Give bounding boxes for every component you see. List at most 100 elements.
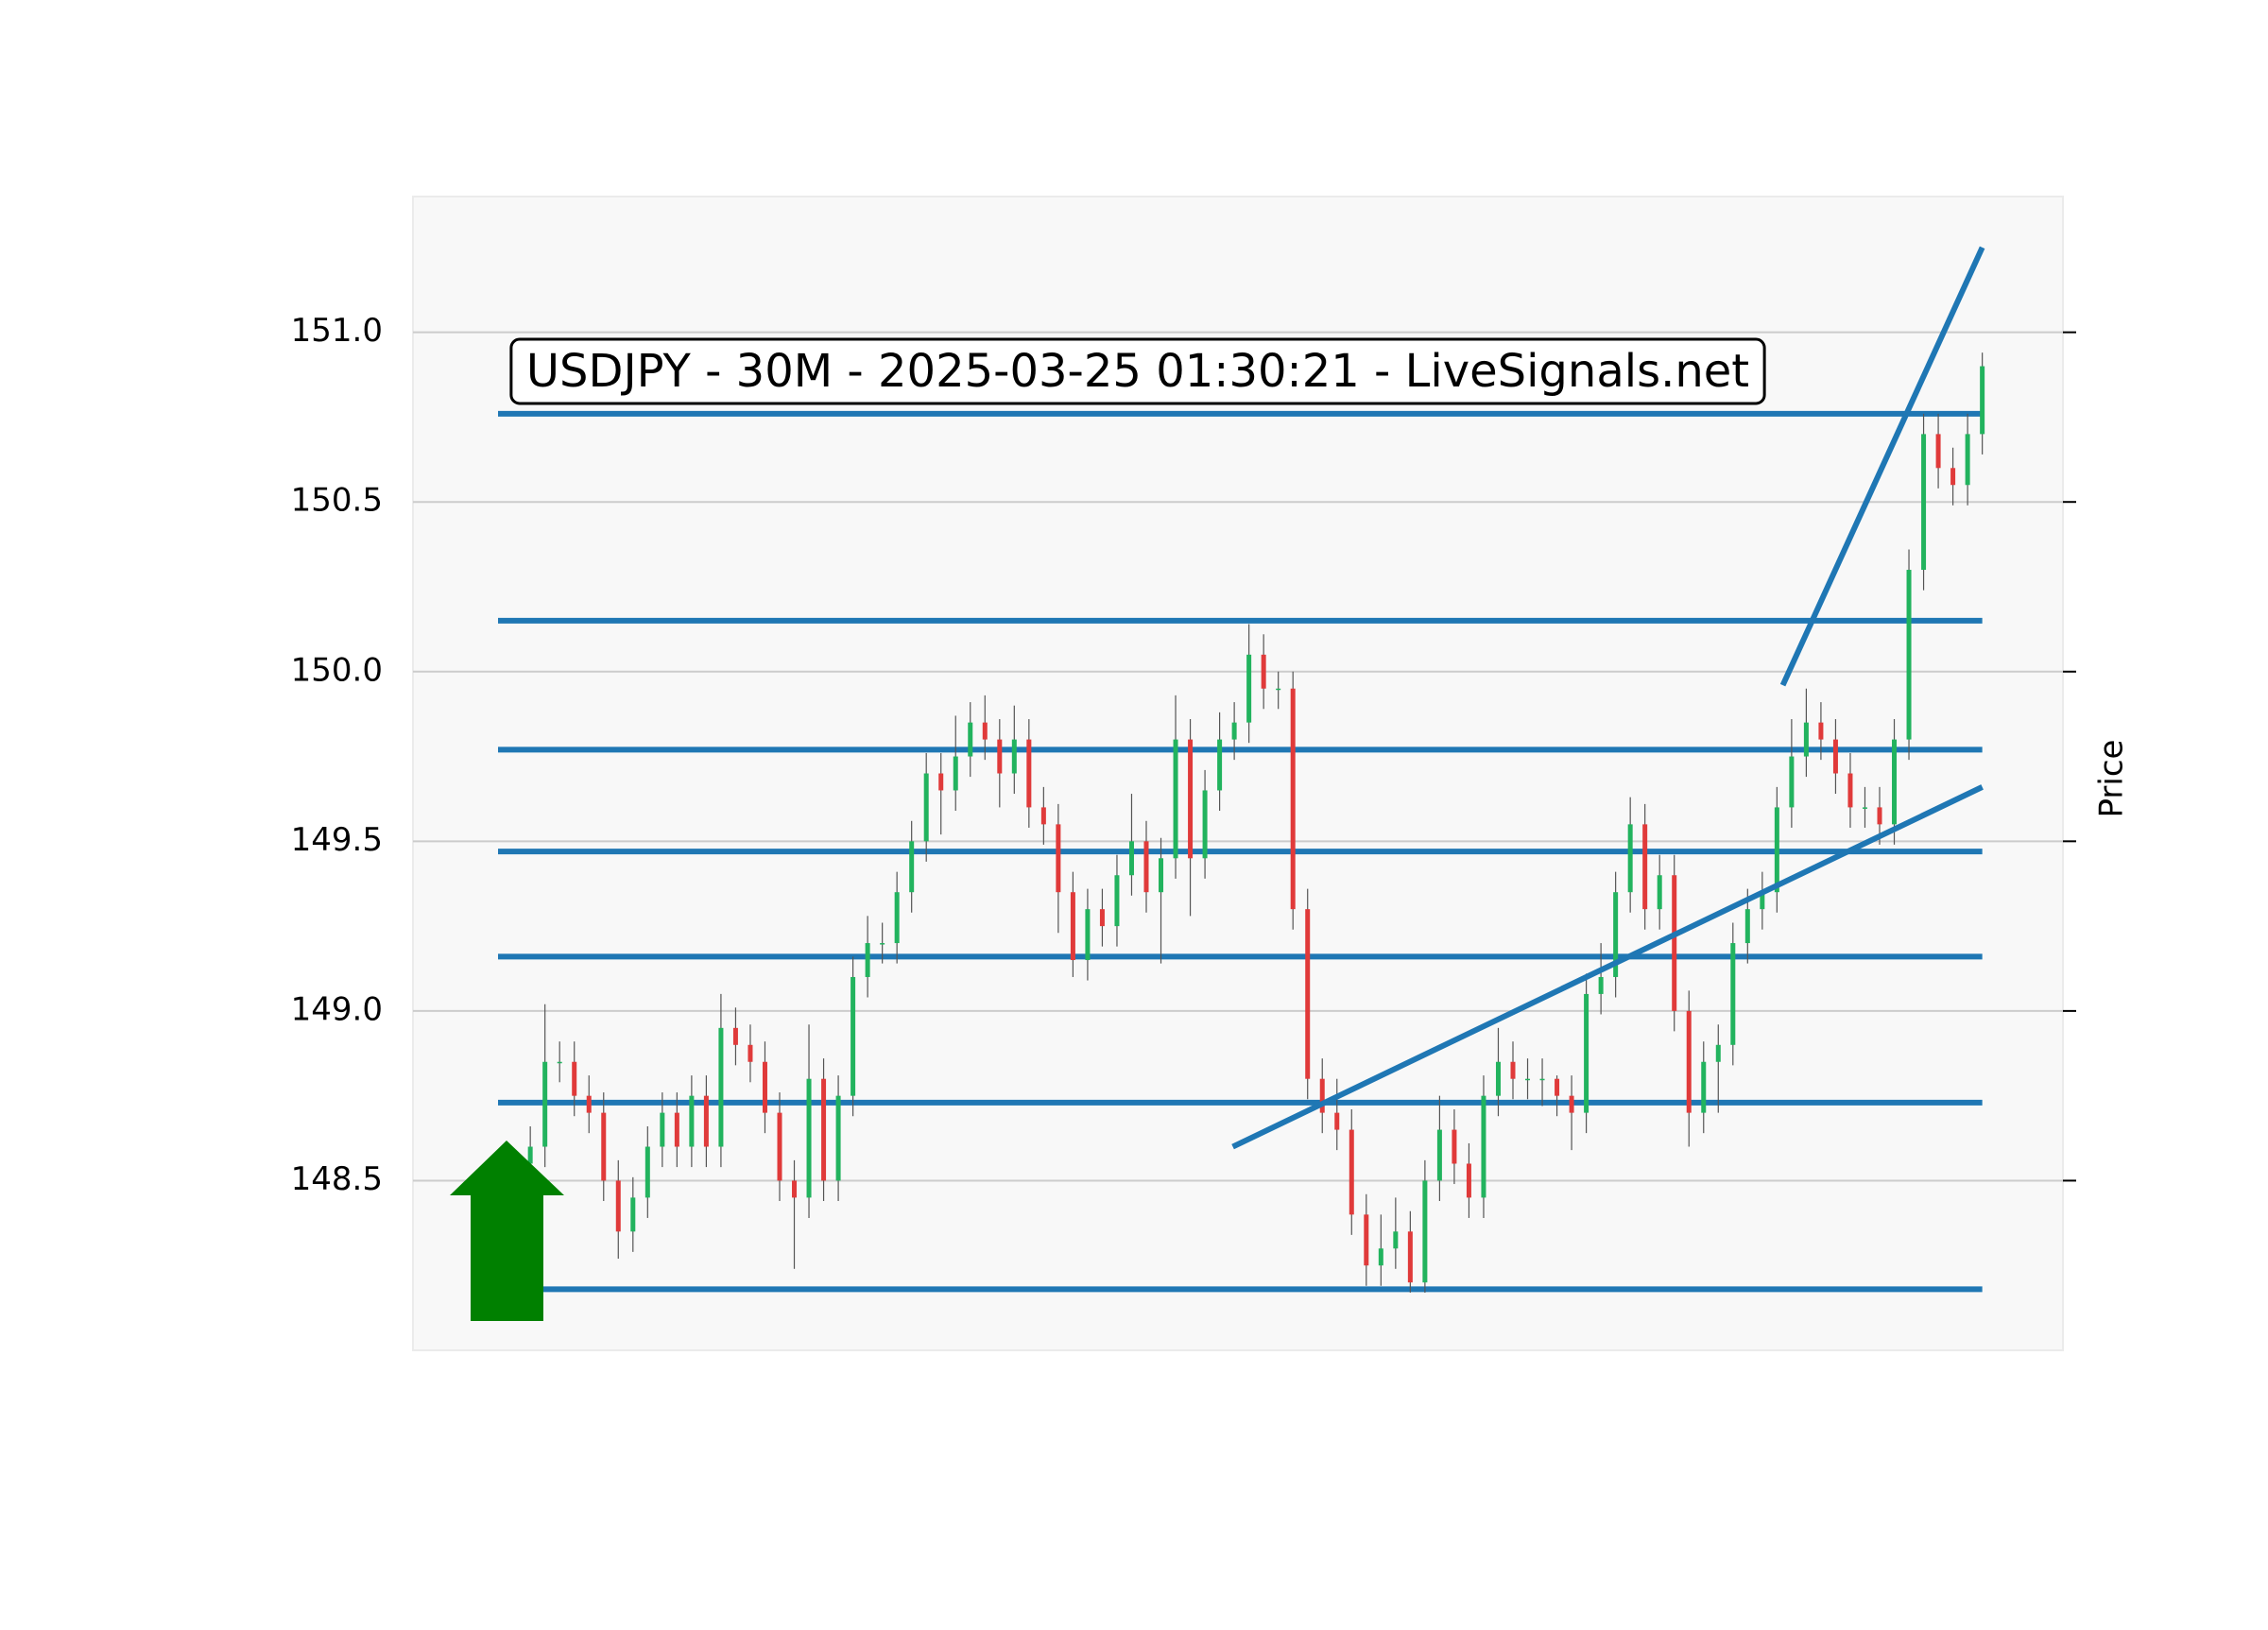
candle-body	[1539, 1078, 1545, 1081]
candle-body	[644, 1146, 650, 1198]
candle-body	[557, 1061, 562, 1064]
candle-body	[1789, 756, 1795, 808]
candle-body	[1143, 841, 1149, 893]
candle-body	[1040, 807, 1046, 825]
candle-body	[1935, 434, 1941, 469]
candle-body	[747, 1044, 753, 1062]
candle-body	[703, 1095, 709, 1147]
trend-line	[1779, 246, 1985, 687]
candle-body	[1495, 1061, 1501, 1096]
candle-body	[1319, 1078, 1325, 1113]
candle-body	[850, 976, 856, 1096]
candle-body	[1584, 993, 1589, 1113]
y-tick-label: 150.0	[291, 651, 383, 689]
candle-body	[1202, 790, 1208, 859]
candle-body	[982, 722, 988, 740]
y-tick-label: 148.5	[291, 1160, 383, 1198]
candle-body	[1407, 1231, 1413, 1283]
candle-body	[880, 943, 885, 945]
candle-body	[1980, 366, 1985, 435]
candle-body	[527, 1146, 533, 1164]
y-tick-label: 150.5	[291, 482, 383, 520]
candle-body	[542, 1061, 548, 1147]
trend-line	[1231, 784, 1984, 1150]
candle-body	[1099, 909, 1105, 927]
candle-body	[718, 1027, 724, 1147]
candle-body	[1686, 1010, 1692, 1113]
candle-body	[1011, 739, 1017, 774]
candle-body	[1906, 570, 1912, 740]
candle-body	[1555, 1078, 1560, 1096]
candle-body	[1862, 807, 1867, 809]
candle-body	[997, 739, 1003, 774]
candle-body	[674, 1112, 679, 1147]
candle-body	[1803, 722, 1809, 757]
title-box	[509, 337, 1766, 405]
candle-body	[1393, 1231, 1399, 1249]
y-tick-label: 149.0	[291, 990, 383, 1028]
candle-body	[1892, 739, 1898, 825]
candle-body	[572, 1061, 577, 1096]
candle-body	[1466, 1163, 1471, 1198]
candle-body	[1672, 875, 1677, 1011]
candle-body	[1173, 739, 1178, 859]
y-tick-label: 149.5	[291, 821, 383, 859]
candle-body	[1334, 1112, 1340, 1130]
candle-body	[1921, 434, 1927, 571]
candle-body	[630, 1197, 636, 1232]
candle-body	[1246, 654, 1252, 723]
candle-body	[1261, 654, 1266, 689]
chart-title: USDJPY - 30M - 2025-03-25 01:30:21 - Liv…	[526, 345, 1749, 398]
candle-body	[1422, 1180, 1428, 1283]
candle-body	[909, 841, 915, 893]
candle-body	[1452, 1129, 1457, 1164]
candle-body	[894, 892, 900, 944]
buy-signal-arrow	[450, 1141, 564, 1321]
candle-body	[1188, 739, 1194, 859]
candle-body	[777, 1112, 782, 1181]
candle-body	[1128, 841, 1134, 876]
candle-body	[1364, 1214, 1369, 1266]
candle-body	[923, 773, 929, 842]
candle-body	[1832, 739, 1838, 774]
candle-body	[1877, 807, 1882, 825]
candle-body	[1290, 688, 1296, 910]
candle-body	[1598, 976, 1604, 994]
candle-body	[792, 1180, 798, 1198]
candle-body	[1730, 943, 1736, 1045]
candle-body	[1818, 722, 1824, 740]
y-tick-label: 151.0	[291, 312, 383, 350]
candle-body	[1026, 739, 1032, 808]
candle-body	[1715, 1044, 1721, 1062]
candle-body	[1159, 858, 1164, 893]
y-axis-label: Price	[2093, 740, 2131, 818]
candle-body	[732, 1027, 738, 1045]
candle-body	[615, 1180, 621, 1232]
candle-body	[1114, 875, 1120, 927]
candle-body	[1276, 688, 1281, 691]
candle-body	[953, 756, 958, 791]
candle-body	[1774, 807, 1779, 893]
candle-body	[1231, 722, 1237, 740]
candle-body	[821, 1078, 827, 1181]
candle-body	[1056, 824, 1061, 893]
candle-body	[1378, 1248, 1383, 1266]
candle-body	[1510, 1061, 1516, 1079]
candle-body	[1657, 875, 1662, 910]
candle-body	[1569, 1095, 1574, 1113]
candle-body	[586, 1095, 592, 1113]
candle-body	[806, 1078, 812, 1198]
candle-body	[601, 1112, 607, 1181]
candle-body	[1436, 1129, 1442, 1181]
candle-body	[1349, 1129, 1354, 1215]
candle-body	[660, 1112, 665, 1147]
candle-body	[1305, 909, 1311, 1079]
candle-body	[1525, 1078, 1531, 1081]
candle-body	[1744, 909, 1750, 944]
candle-body	[689, 1095, 695, 1147]
candle-body	[1847, 773, 1853, 808]
candle-body	[865, 943, 870, 977]
candle-body	[938, 773, 944, 791]
candle-body	[1627, 824, 1633, 893]
